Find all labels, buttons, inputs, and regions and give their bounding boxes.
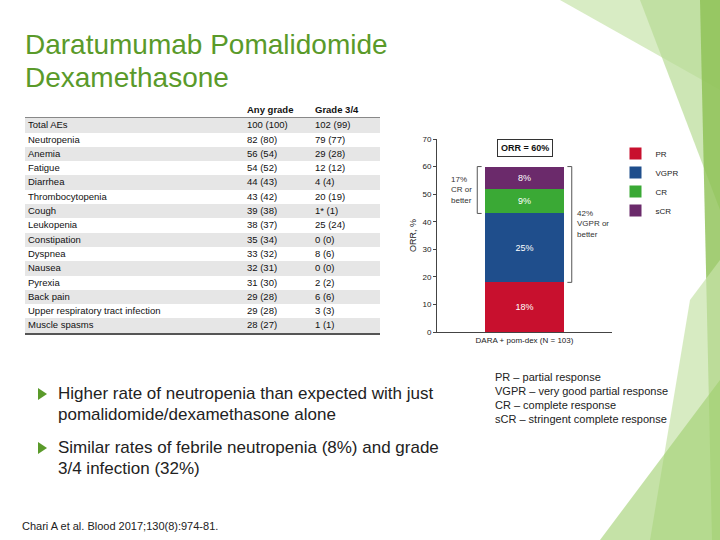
svg-text:25%: 25% [515, 243, 533, 253]
svg-text:8%: 8% [518, 173, 531, 183]
html-text:Upper respiratory tract infect: Upper respiratory tract infection [28, 305, 161, 317]
svg-text:sCR: sCR [656, 207, 672, 216]
svg-text:CR: CR [656, 188, 668, 197]
html-text:82 (80): 82 (80) [247, 133, 278, 145]
html-text:79 (77): 79 (77) [315, 133, 346, 145]
html-text:Back pain: Back pain [28, 290, 70, 302]
html-text:43 (42): 43 (42) [247, 190, 278, 202]
svg-text:60: 60 [422, 162, 431, 171]
html-text:1* (1): 1* (1) [315, 205, 339, 217]
html-text:29 (28): 29 (28) [315, 147, 346, 159]
svg-text:20: 20 [422, 273, 431, 282]
html-text:56 (54): 56 (54) [247, 147, 278, 159]
html-text:sCR – stringent complete respo: sCR – stringent complete response [495, 413, 667, 425]
html-text:29 (28): 29 (28) [247, 305, 278, 317]
html-text:Any grade: Any grade [247, 104, 294, 115]
svg-text:30: 30 [422, 245, 431, 254]
svg-text:9%: 9% [518, 196, 531, 206]
svg-text:70: 70 [422, 135, 431, 144]
svg-text:VGPR: VGPR [656, 169, 679, 178]
html-text:Chari A et al. Blood 2017;130(: Chari A et al. Blood 2017;130(8):974-81. [22, 520, 219, 532]
html-text:44 (43): 44 (43) [247, 176, 278, 188]
svg-text:10: 10 [422, 300, 431, 309]
html-text:Similar rates of febrile neutr: Similar rates of febrile neutropenia (8%… [58, 438, 439, 478]
html-text:38 (37): 38 (37) [247, 219, 278, 231]
html-text:1 (1): 1 (1) [315, 319, 335, 331]
html-text:VGPR – very good partial respo: VGPR – very good partial response [495, 385, 668, 397]
html-text:Muscle spasms: Muscle spasms [28, 319, 94, 331]
html-text:54 (52): 54 (52) [247, 162, 278, 174]
html-text:8 (6): 8 (6) [315, 248, 335, 259]
html-text:Anemia: Anemia [28, 147, 61, 159]
html-text:2 (2): 2 (2) [315, 276, 335, 288]
html-text:39 (38): 39 (38) [247, 205, 278, 217]
html-text:6 (6): 6 (6) [315, 290, 335, 302]
html-text:Cough: Cough [28, 205, 56, 217]
html-text:Diarrhea: Diarrhea [28, 176, 65, 188]
html-text:Fatigue: Fatigue [28, 162, 60, 174]
html-text:Higher rate of neutropenia tha: Higher rate of neutropenia than expected… [58, 384, 434, 424]
html-text:Dyspnea: Dyspnea [28, 248, 66, 259]
html-text:33 (32): 33 (32) [247, 248, 278, 259]
html-text:Thrombocytopenia: Thrombocytopenia [28, 190, 107, 202]
svg-text:40: 40 [422, 218, 431, 227]
html-text:32 (31): 32 (31) [247, 262, 278, 274]
html-text:Total AEs: Total AEs [28, 119, 68, 131]
html-text:4 (4): 4 (4) [315, 176, 335, 188]
html-text:Grade 3/4: Grade 3/4 [315, 104, 359, 115]
svg-text:ORR = 60%: ORR = 60% [501, 143, 549, 153]
html-text:Neutropenia: Neutropenia [28, 133, 80, 145]
svg-text:42%VGPR orbetter: 42%VGPR orbetter [577, 209, 609, 239]
html-text:20 (19): 20 (19) [315, 190, 346, 202]
html-text:0 (0): 0 (0) [315, 233, 335, 245]
html-text:3 (3): 3 (3) [315, 305, 335, 317]
svg-text:50: 50 [422, 190, 431, 199]
html-text:Pyrexia: Pyrexia [28, 276, 60, 288]
html-text:PR – partial response: PR – partial response [495, 371, 601, 383]
html-text:CR – complete response: CR – complete response [495, 399, 617, 411]
svg-text:17%CR orbetter: 17%CR orbetter [451, 175, 472, 205]
html-text:35 (34): 35 (34) [247, 233, 278, 245]
html-text:31 (30): 31 (30) [247, 276, 278, 288]
svg-text:0: 0 [427, 328, 432, 337]
html-text:100 (100): 100 (100) [247, 119, 288, 131]
html-text:Leukopenia: Leukopenia [28, 219, 78, 231]
html-text:Constipation: Constipation [28, 233, 81, 245]
html-text:0 (0): 0 (0) [315, 262, 335, 274]
html-text:25 (24): 25 (24) [315, 219, 346, 231]
html-text:Daratumumab Pomalidomide Dexam: Daratumumab Pomalidomide Dexamethasone [25, 29, 388, 93]
html-text:28 (27): 28 (27) [247, 319, 278, 331]
html-text:Nausea: Nausea [28, 262, 61, 274]
svg-text:18%: 18% [515, 302, 533, 312]
html-text:29 (28): 29 (28) [247, 290, 278, 302]
html-text:102 (99): 102 (99) [315, 119, 351, 131]
svg-text:DARA + pom-dex (N = 103): DARA + pom-dex (N = 103) [476, 336, 574, 345]
svg-text:ORR, %: ORR, % [408, 219, 418, 252]
html-text:12 (12): 12 (12) [315, 162, 346, 174]
svg-text:PR: PR [656, 150, 667, 159]
